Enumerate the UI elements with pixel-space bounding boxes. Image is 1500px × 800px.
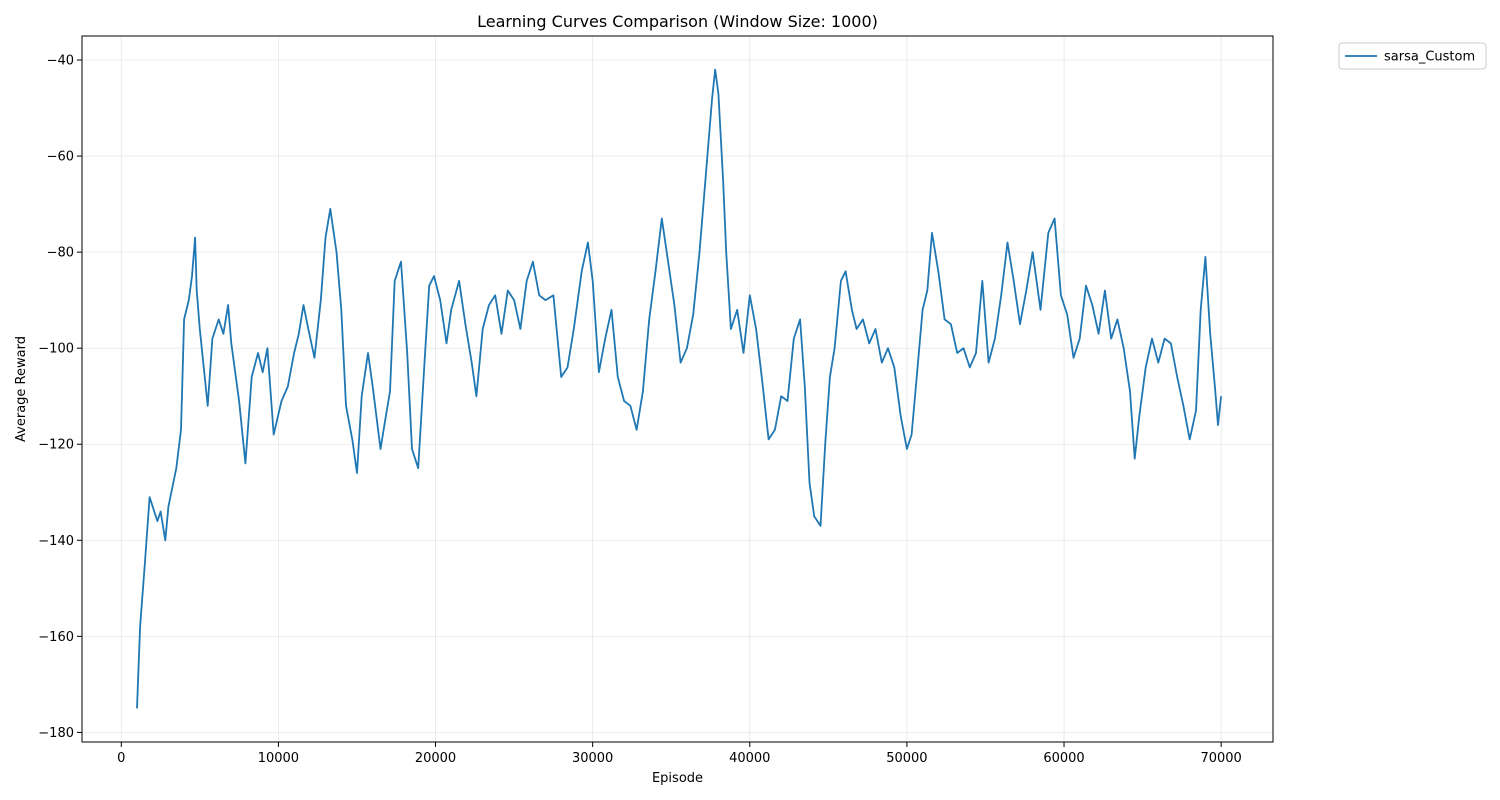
y-tick-label: −80 (47, 246, 74, 261)
y-tick-label: −140 (38, 534, 74, 549)
x-tick-label: 70000 (1200, 751, 1241, 766)
legend: sarsa_Custom (1338, 42, 1487, 70)
series-lines (136, 68, 1222, 709)
y-tick-label: −40 (47, 54, 74, 69)
x-tick-label: 0 (117, 751, 125, 766)
x-tick-label: 40000 (729, 751, 770, 766)
axis-ticks: 0 10000 20000 30000 40000 50000 60000 70000 −180… (38, 54, 1242, 766)
y-tick-label: −180 (38, 726, 74, 741)
y-tick-label: −100 (38, 342, 74, 357)
x-tick-label: 30000 (572, 751, 613, 766)
y-axis-label: Average Reward (14, 336, 29, 442)
x-tick-label: 60000 (1043, 751, 1084, 766)
x-tick-label: 50000 (886, 751, 927, 766)
legend-box (1338, 42, 1487, 70)
x-axis-label: Episode (652, 771, 703, 786)
legend-entry-label: sarsa_Custom (1384, 50, 1475, 65)
series-line-sarsa_Custom (136, 68, 1222, 709)
y-tick-label: −160 (38, 630, 74, 645)
y-tick-label: −60 (47, 150, 74, 165)
plot-frame (81, 35, 1274, 743)
grid-lines (82, 36, 1273, 742)
x-tick-label: 20000 (415, 751, 456, 766)
x-tick-label: 10000 (258, 751, 299, 766)
chart-title: Learning Curves Comparison (Window Size:… (477, 12, 878, 31)
y-tick-label: −120 (38, 438, 74, 453)
